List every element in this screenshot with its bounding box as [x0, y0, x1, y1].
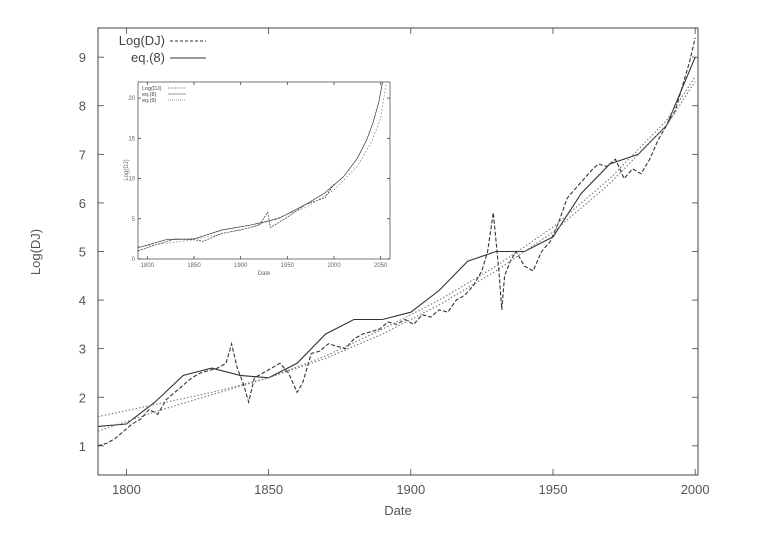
inset-y-axis-label: Log(DJ) — [124, 159, 130, 180]
inset-x-tick-label: 2050 — [374, 263, 388, 269]
main-legend-entry-eq8: eq.(8) — [131, 50, 165, 65]
main-x-tick-label: 1900 — [396, 482, 425, 497]
main-series-line-eq-8 — [97, 56, 696, 427]
main-x-tick-label: 1950 — [539, 482, 568, 497]
main-y-tick-label: 4 — [79, 293, 86, 308]
inset-x-tick-label: 2000 — [327, 263, 341, 269]
main-x-tick-label: 2000 — [681, 482, 710, 497]
inset-legend-entry-eq9: eq.(9) — [142, 98, 157, 104]
main-y-axis-label: Log(DJ) — [28, 229, 43, 275]
inset-x-tick-label: 1800 — [141, 263, 155, 269]
inset-series-line-eq-9 — [137, 81, 387, 248]
main-ticks: 1800 1850 1900 1950 2000 1 2 3 4 5 6 7 8 9 — [79, 28, 710, 497]
main-y-tick-label: 9 — [79, 50, 86, 65]
main-y-tick-label: 7 — [79, 147, 86, 162]
inset-y-tick-label: 10 — [128, 177, 135, 183]
inset-background — [120, 72, 395, 277]
inset-legend: Log(DJ) eq.(8) eq.(9) — [142, 86, 186, 104]
main-series — [97, 37, 696, 447]
inset-y-tick-label: 0 — [132, 257, 136, 263]
main-y-tick-label: 5 — [79, 245, 86, 260]
inset-series-line-eq-8 — [137, 81, 383, 249]
main-y-tick-label: 1 — [79, 439, 86, 454]
inset-x-tick-label: 1950 — [281, 263, 295, 269]
inset-legend-entry-eq8: eq.(8) — [142, 92, 157, 98]
main-legend: Log(DJ) eq.(8) — [119, 33, 206, 65]
main-x-axis-label: Date — [384, 503, 411, 518]
main-series-line-log-dj — [97, 37, 696, 447]
main-y-tick-label: 3 — [79, 342, 86, 357]
inset-legend-entry-logdj: Log(DJ) — [142, 86, 162, 92]
main-series-line-reference-3 — [97, 76, 696, 432]
main-y-tick-label: 8 — [79, 99, 86, 114]
inset-y-tick-label: 20 — [128, 96, 135, 102]
main-y-tick-label: 6 — [79, 196, 86, 211]
main-legend-entry-logdj: Log(DJ) — [119, 33, 165, 48]
main-x-tick-label: 1850 — [254, 482, 283, 497]
inset-y-tick-label: 5 — [132, 217, 136, 223]
main-y-tick-label: 2 — [79, 390, 86, 405]
inset-plot-frame — [137, 81, 391, 260]
inset-x-tick-label: 1850 — [187, 263, 201, 269]
inset-ticks: 1800 1850 1900 1950 2000 2050 0 5 10 15 20 — [128, 82, 390, 269]
inset-x-tick-label: 1900 — [234, 263, 248, 269]
inset-y-tick-label: 15 — [128, 136, 135, 142]
inset-x-axis-label: Date — [258, 271, 271, 277]
inset-series — [137, 81, 387, 252]
main-x-tick-label: 1800 — [112, 482, 141, 497]
